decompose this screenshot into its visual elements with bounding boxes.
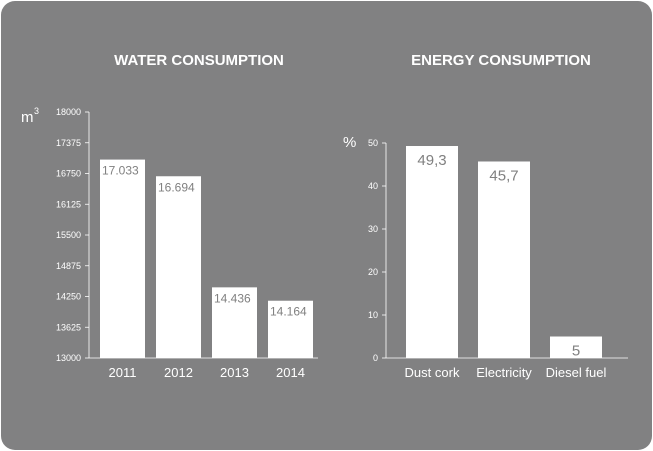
energy-bar-dust-cork (406, 146, 458, 358)
water-category-label: 2012 (164, 365, 193, 380)
water-data-label: 17.033 (102, 164, 139, 178)
water-data-labels: 17.033 16.694 14.436 14.164 (102, 164, 307, 319)
water-tick-label: 17375 (56, 138, 81, 148)
water-y-unit: m (21, 109, 34, 126)
water-data-label: 16.694 (158, 180, 195, 194)
energy-data-labels: 49,3 45,7 5 (417, 152, 580, 359)
water-bar-2011 (100, 159, 145, 358)
water-tick-label: 13000 (56, 353, 81, 363)
energy-data-label: 45,7 (489, 167, 518, 184)
energy-category-labels: Dust cork Electricity Diesel fuel (405, 365, 607, 380)
energy-category-label: Electricity (476, 365, 532, 380)
water-tick-label: 18000 (56, 107, 81, 117)
energy-category-label: Diesel fuel (546, 365, 607, 380)
energy-consumption-chart: ENERGY CONSUMPTION % 50 40 30 20 10 0 49,3 45,… (343, 52, 628, 380)
water-tick-label: 14875 (56, 261, 81, 271)
energy-tick-label: 20 (368, 267, 378, 277)
energy-y-ticks: 50 40 30 20 10 0 (368, 138, 386, 363)
energy-bars (406, 146, 602, 358)
water-consumption-chart: WATER CONSUMPTION m 3 18000 17375 16750 161… (21, 52, 318, 380)
energy-tick-label: 30 (368, 224, 378, 234)
water-bar-2012 (156, 176, 201, 358)
water-bar-2014 (268, 300, 313, 358)
energy-data-label: 5 (572, 343, 580, 360)
energy-tick-label: 40 (368, 181, 378, 191)
water-chart-title: WATER CONSUMPTION (114, 52, 284, 69)
water-tick-label: 16750 (56, 169, 81, 179)
water-bar-2013 (212, 287, 257, 358)
water-data-label: 14.164 (270, 305, 307, 319)
energy-chart-title: ENERGY CONSUMPTION (411, 52, 591, 69)
water-category-label: 2011 (109, 365, 137, 380)
water-tick-label: 13625 (56, 322, 81, 332)
energy-data-label: 49,3 (417, 152, 446, 169)
water-category-label: 2014 (276, 365, 305, 380)
energy-y-unit: % (343, 134, 356, 151)
water-tick-label: 14250 (56, 292, 81, 302)
energy-bar-electricity (478, 161, 530, 358)
water-data-label: 14.436 (214, 291, 251, 305)
energy-tick-label: 0 (373, 353, 378, 363)
water-y-ticks: 18000 17375 16750 16125 15500 14875 14250 13625… (56, 107, 89, 363)
energy-tick-label: 10 (368, 310, 378, 320)
water-y-unit-superscript: 3 (34, 106, 39, 116)
water-tick-label: 16125 (56, 199, 81, 209)
water-tick-label: 15500 (56, 230, 81, 240)
water-category-label: 2013 (220, 365, 249, 380)
energy-tick-label: 50 (368, 138, 378, 148)
energy-bar-diesel-fuel (550, 336, 602, 358)
energy-category-label: Dust cork (405, 365, 460, 380)
water-category-labels: 2011 2012 2013 2014 (109, 365, 305, 380)
water-bars (100, 159, 313, 358)
